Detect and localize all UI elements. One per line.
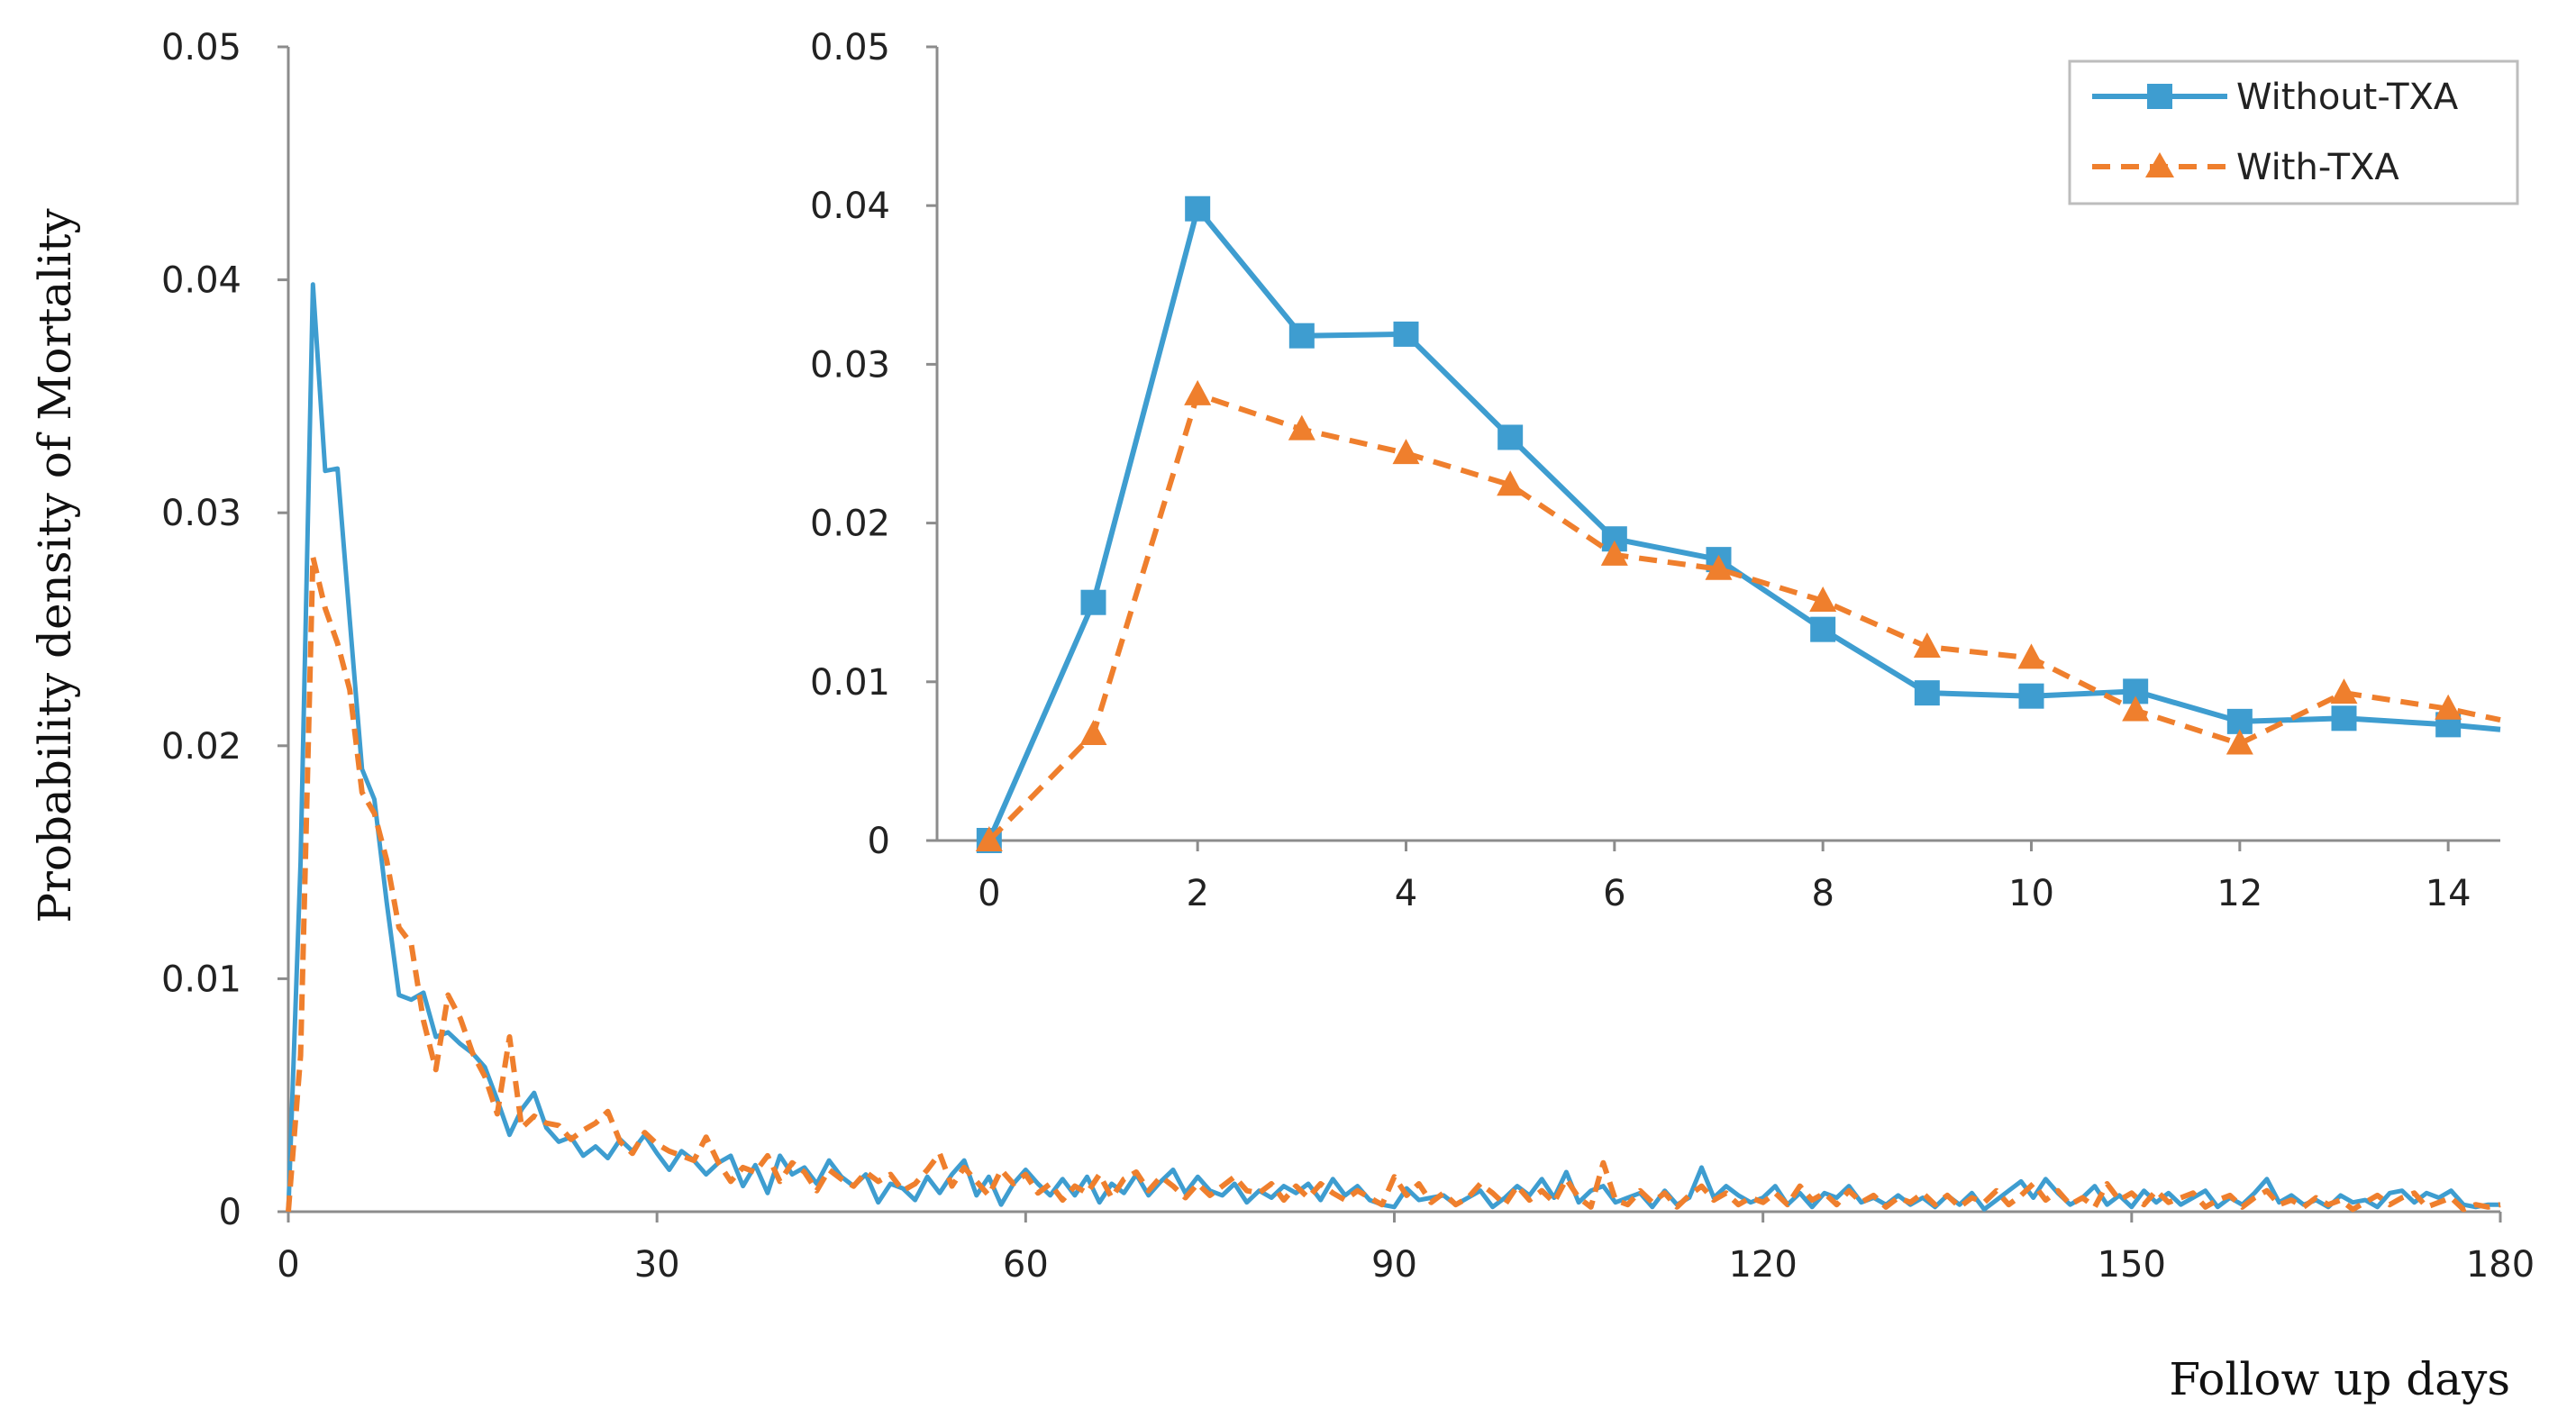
inset-y-tick-label: 0 bbox=[868, 821, 890, 862]
main-y-tick-label: 0.05 bbox=[161, 27, 241, 68]
inset-point-without-txa bbox=[2331, 705, 2357, 732]
inset-x-tick-label: 6 bbox=[1603, 873, 1625, 914]
main-chart-series bbox=[286, 282, 2501, 1213]
legend-entry-without-txa: Without-TXA bbox=[2092, 77, 2459, 118]
x-axis-title: Follow up days bbox=[2169, 1353, 2510, 1405]
inset-x-tick-label: 8 bbox=[1811, 873, 1834, 914]
inset-chart-ticks: 0 0.01 0.02 0.03 0.04 0.05 0 2 4 6 8 10 12 14 bbox=[810, 27, 2471, 914]
inset-point-with-txa bbox=[1809, 586, 1837, 612]
main-x-tick-label: 90 bbox=[1371, 1244, 1417, 1286]
inset-x-tick-label: 2 bbox=[1186, 873, 1208, 914]
inset-point-with-txa bbox=[1497, 470, 1525, 496]
legend-label-with-txa: With-TXA bbox=[2236, 147, 2399, 188]
inset-point-without-txa bbox=[1914, 680, 1940, 706]
inset-point-with-txa bbox=[2435, 694, 2462, 720]
main-chart-ticks: 00.010.020.030.040.050 30 60 90 120 150 180 bbox=[161, 27, 2535, 1286]
main-x-tick-label: 0 bbox=[277, 1244, 299, 1286]
inset-x-tick-label: 0 bbox=[978, 873, 1000, 914]
main-series-without-txa bbox=[286, 282, 2500, 1213]
main-y-tick-label: 0.04 bbox=[161, 260, 241, 302]
inset-y-tick-label: 0.03 bbox=[810, 344, 890, 386]
inset-point-with-txa bbox=[1079, 719, 1107, 745]
inset-series-with-txa bbox=[987, 391, 2501, 843]
main-y-tick-label: 0.01 bbox=[161, 959, 241, 1000]
chart-legend: Without-TXA With-TXA bbox=[2068, 59, 2519, 205]
y-axis-title: Probability density of Mortality bbox=[29, 208, 81, 923]
main-x-tick-label: 120 bbox=[1728, 1244, 1797, 1286]
main-x-tick-label: 60 bbox=[1003, 1244, 1049, 1286]
inset-point-with-txa bbox=[2122, 695, 2150, 722]
legend-entry-with-txa: With-TXA bbox=[2092, 147, 2399, 188]
inset-point-without-txa bbox=[1393, 321, 1419, 347]
inset-point-with-txa bbox=[1913, 632, 1941, 659]
inset-point-with-txa bbox=[1288, 414, 1315, 441]
inset-point-without-txa bbox=[1288, 323, 1315, 349]
inset-point-without-txa bbox=[1185, 195, 1211, 222]
inset-y-tick-label: 0.05 bbox=[810, 27, 890, 68]
inset-point-with-txa bbox=[1600, 540, 1628, 566]
inset-point-with-txa bbox=[2330, 678, 2358, 704]
inset-chart-series bbox=[975, 195, 2501, 853]
inset-y-tick-label: 0.04 bbox=[810, 186, 890, 227]
main-x-tick-label: 180 bbox=[2466, 1244, 2535, 1286]
inset-point-with-txa bbox=[975, 826, 1003, 851]
main-y-tick-label: 0.03 bbox=[161, 493, 241, 534]
inset-series-without-txa bbox=[987, 205, 2501, 842]
main-chart-axes bbox=[287, 47, 2500, 1213]
inset-point-with-txa bbox=[2226, 729, 2253, 755]
main-y-tick-label: 0 bbox=[219, 1192, 241, 1233]
legend-marker-square-icon bbox=[2147, 84, 2172, 109]
legend-frame bbox=[2068, 59, 2519, 205]
inset-point-with-txa bbox=[1705, 554, 1733, 580]
inset-x-tick-label: 14 bbox=[2426, 873, 2471, 914]
inset-point-with-txa bbox=[2017, 643, 2045, 669]
main-series-with-txa bbox=[286, 554, 2501, 1213]
inset-point-without-txa bbox=[1810, 616, 1836, 642]
inset-point-with-txa bbox=[1392, 439, 1420, 465]
inset-point-without-txa bbox=[1080, 589, 1106, 615]
main-y-tick-label: 0.02 bbox=[161, 726, 241, 768]
inset-y-tick-label: 0.02 bbox=[810, 504, 890, 545]
inset-point-without-txa bbox=[1497, 424, 1524, 450]
legend-label-without-txa: Without-TXA bbox=[2236, 77, 2459, 118]
inset-point-without-txa bbox=[2018, 683, 2044, 709]
inset-x-tick-label: 12 bbox=[2216, 873, 2262, 914]
inset-x-tick-label: 4 bbox=[1395, 873, 1417, 914]
legend-marker-triangle-icon bbox=[2145, 152, 2174, 177]
main-x-tick-label: 30 bbox=[634, 1244, 680, 1286]
inset-point-with-txa bbox=[1184, 379, 1212, 405]
inset-y-tick-label: 0.01 bbox=[810, 662, 890, 704]
main-x-tick-label: 150 bbox=[2098, 1244, 2166, 1286]
inset-x-tick-label: 10 bbox=[2008, 873, 2054, 914]
